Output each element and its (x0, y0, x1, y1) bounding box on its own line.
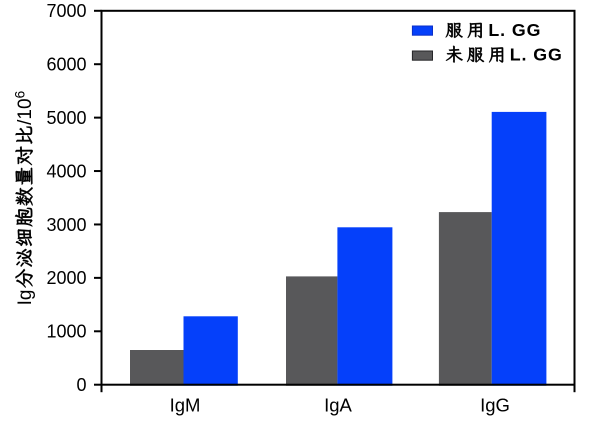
svg-text:0: 0 (76, 375, 86, 395)
svg-text:6000: 6000 (46, 55, 86, 75)
svg-text:IgM: IgM (170, 395, 201, 416)
svg-text:3000: 3000 (46, 215, 86, 235)
svg-text:L. GG: L. GG (488, 20, 541, 40)
svg-text:1000: 1000 (46, 322, 86, 342)
svg-text:7000: 7000 (46, 1, 86, 21)
svg-text:Ig: Ig (15, 290, 36, 306)
svg-text:IgG: IgG (480, 395, 510, 416)
svg-text:L. GG: L. GG (510, 45, 563, 65)
svg-text:5000: 5000 (46, 108, 86, 128)
svg-text:IgA: IgA (324, 395, 352, 416)
svg-text:4000: 4000 (46, 161, 86, 181)
svg-text:2000: 2000 (46, 268, 86, 288)
svg-text:/10: /10 (15, 98, 36, 124)
svg-text:6: 6 (12, 90, 28, 98)
